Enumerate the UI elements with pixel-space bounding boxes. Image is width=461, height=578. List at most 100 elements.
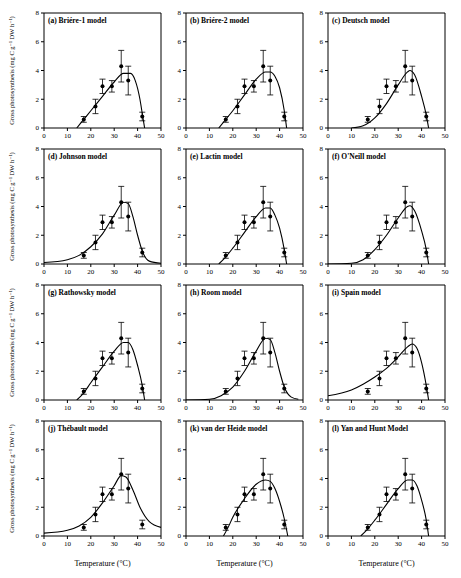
svg-text:8: 8 [36, 9, 40, 17]
svg-text:8: 8 [320, 145, 324, 153]
svg-text:4: 4 [36, 475, 40, 483]
svg-text:4: 4 [178, 67, 182, 75]
svg-text:6: 6 [320, 446, 324, 454]
svg-text:0: 0 [36, 532, 40, 540]
svg-text:40: 40 [276, 132, 284, 140]
svg-text:6: 6 [36, 174, 40, 182]
svg-text:6: 6 [36, 310, 40, 318]
svg-text:30: 30 [111, 268, 119, 276]
svg-text:20: 20 [87, 132, 95, 140]
svg-text:2: 2 [320, 96, 324, 104]
svg-text:6: 6 [320, 174, 324, 182]
svg-text:40: 40 [134, 540, 142, 548]
svg-text:0: 0 [178, 260, 182, 268]
svg-text:50: 50 [442, 268, 450, 276]
svg-text:4: 4 [178, 203, 182, 211]
svg-text:0: 0 [178, 532, 182, 540]
svg-text:0: 0 [320, 532, 324, 540]
svg-text:2: 2 [36, 504, 40, 512]
svg-text:0: 0 [178, 124, 182, 132]
svg-text:20: 20 [229, 268, 237, 276]
svg-text:0: 0 [320, 124, 324, 132]
svg-text:10: 10 [206, 540, 214, 548]
svg-text:10: 10 [64, 540, 72, 548]
svg-text:50: 50 [442, 404, 450, 412]
svg-text:40: 40 [276, 268, 284, 276]
svg-text:8: 8 [36, 281, 40, 289]
svg-text:0: 0 [42, 404, 46, 412]
svg-text:20: 20 [229, 540, 237, 548]
svg-text:2: 2 [178, 368, 182, 376]
svg-text:20: 20 [371, 268, 379, 276]
svg-text:10: 10 [64, 132, 72, 140]
svg-text:30: 30 [111, 404, 119, 412]
svg-text:0: 0 [36, 124, 40, 132]
svg-text:10: 10 [64, 268, 72, 276]
svg-text:2: 2 [320, 368, 324, 376]
svg-text:20: 20 [229, 132, 237, 140]
svg-text:0: 0 [184, 268, 188, 276]
svg-text:Gross photosynthesis (mg C g⁻¹: Gross photosynthesis (mg C g⁻¹ DW h⁻¹) [8, 424, 16, 533]
svg-text:2: 2 [178, 232, 182, 240]
svg-text:8: 8 [178, 281, 182, 289]
svg-text:10: 10 [348, 540, 356, 548]
svg-text:50: 50 [300, 404, 308, 412]
svg-text:40: 40 [418, 132, 426, 140]
svg-text:0: 0 [42, 132, 46, 140]
svg-text:20: 20 [371, 404, 379, 412]
svg-text:10: 10 [348, 132, 356, 140]
svg-text:20: 20 [87, 404, 95, 412]
svg-text:6: 6 [178, 310, 182, 318]
svg-text:0: 0 [326, 404, 330, 412]
svg-text:6: 6 [178, 38, 182, 46]
svg-text:50: 50 [442, 132, 450, 140]
svg-text:10: 10 [348, 404, 356, 412]
svg-text:2: 2 [36, 368, 40, 376]
svg-text:2: 2 [36, 232, 40, 240]
svg-text:30: 30 [253, 540, 261, 548]
svg-text:30: 30 [253, 268, 261, 276]
svg-text:0: 0 [42, 540, 46, 548]
svg-text:4: 4 [36, 67, 40, 75]
svg-text:8: 8 [320, 281, 324, 289]
svg-text:6: 6 [178, 174, 182, 182]
svg-text:40: 40 [134, 268, 142, 276]
svg-text:8: 8 [178, 145, 182, 153]
svg-text:0: 0 [326, 132, 330, 140]
svg-text:30: 30 [253, 404, 261, 412]
svg-text:Temperature (°C): Temperature (°C) [216, 559, 273, 568]
svg-text:Temperature (°C): Temperature (°C) [74, 559, 131, 568]
svg-text:8: 8 [320, 9, 324, 17]
svg-text:10: 10 [64, 404, 72, 412]
svg-text:8: 8 [178, 417, 182, 425]
svg-text:0: 0 [184, 132, 188, 140]
svg-text:30: 30 [111, 540, 119, 548]
svg-text:50: 50 [158, 404, 166, 412]
svg-text:0: 0 [326, 540, 330, 548]
svg-text:4: 4 [36, 203, 40, 211]
svg-text:Gross photosynthesis (mg C g⁻¹: Gross photosynthesis (mg C g⁻¹ DW h⁻¹) [8, 152, 16, 261]
svg-text:2: 2 [178, 96, 182, 104]
svg-text:4: 4 [320, 339, 324, 347]
svg-text:6: 6 [178, 446, 182, 454]
svg-text:4: 4 [320, 475, 324, 483]
svg-text:8: 8 [36, 417, 40, 425]
svg-text:6: 6 [36, 446, 40, 454]
svg-text:0: 0 [36, 396, 40, 404]
svg-text:0: 0 [178, 396, 182, 404]
svg-text:6: 6 [36, 38, 40, 46]
svg-text:2: 2 [36, 96, 40, 104]
svg-text:4: 4 [178, 475, 182, 483]
svg-text:30: 30 [395, 268, 403, 276]
svg-text:40: 40 [276, 540, 284, 548]
svg-text:0: 0 [36, 260, 40, 268]
svg-text:8: 8 [36, 145, 40, 153]
svg-text:50: 50 [300, 540, 308, 548]
svg-text:4: 4 [320, 67, 324, 75]
svg-text:4: 4 [178, 339, 182, 347]
svg-text:30: 30 [111, 132, 119, 140]
svg-text:10: 10 [206, 268, 214, 276]
svg-text:0: 0 [184, 540, 188, 548]
svg-text:20: 20 [371, 540, 379, 548]
svg-text:6: 6 [320, 310, 324, 318]
